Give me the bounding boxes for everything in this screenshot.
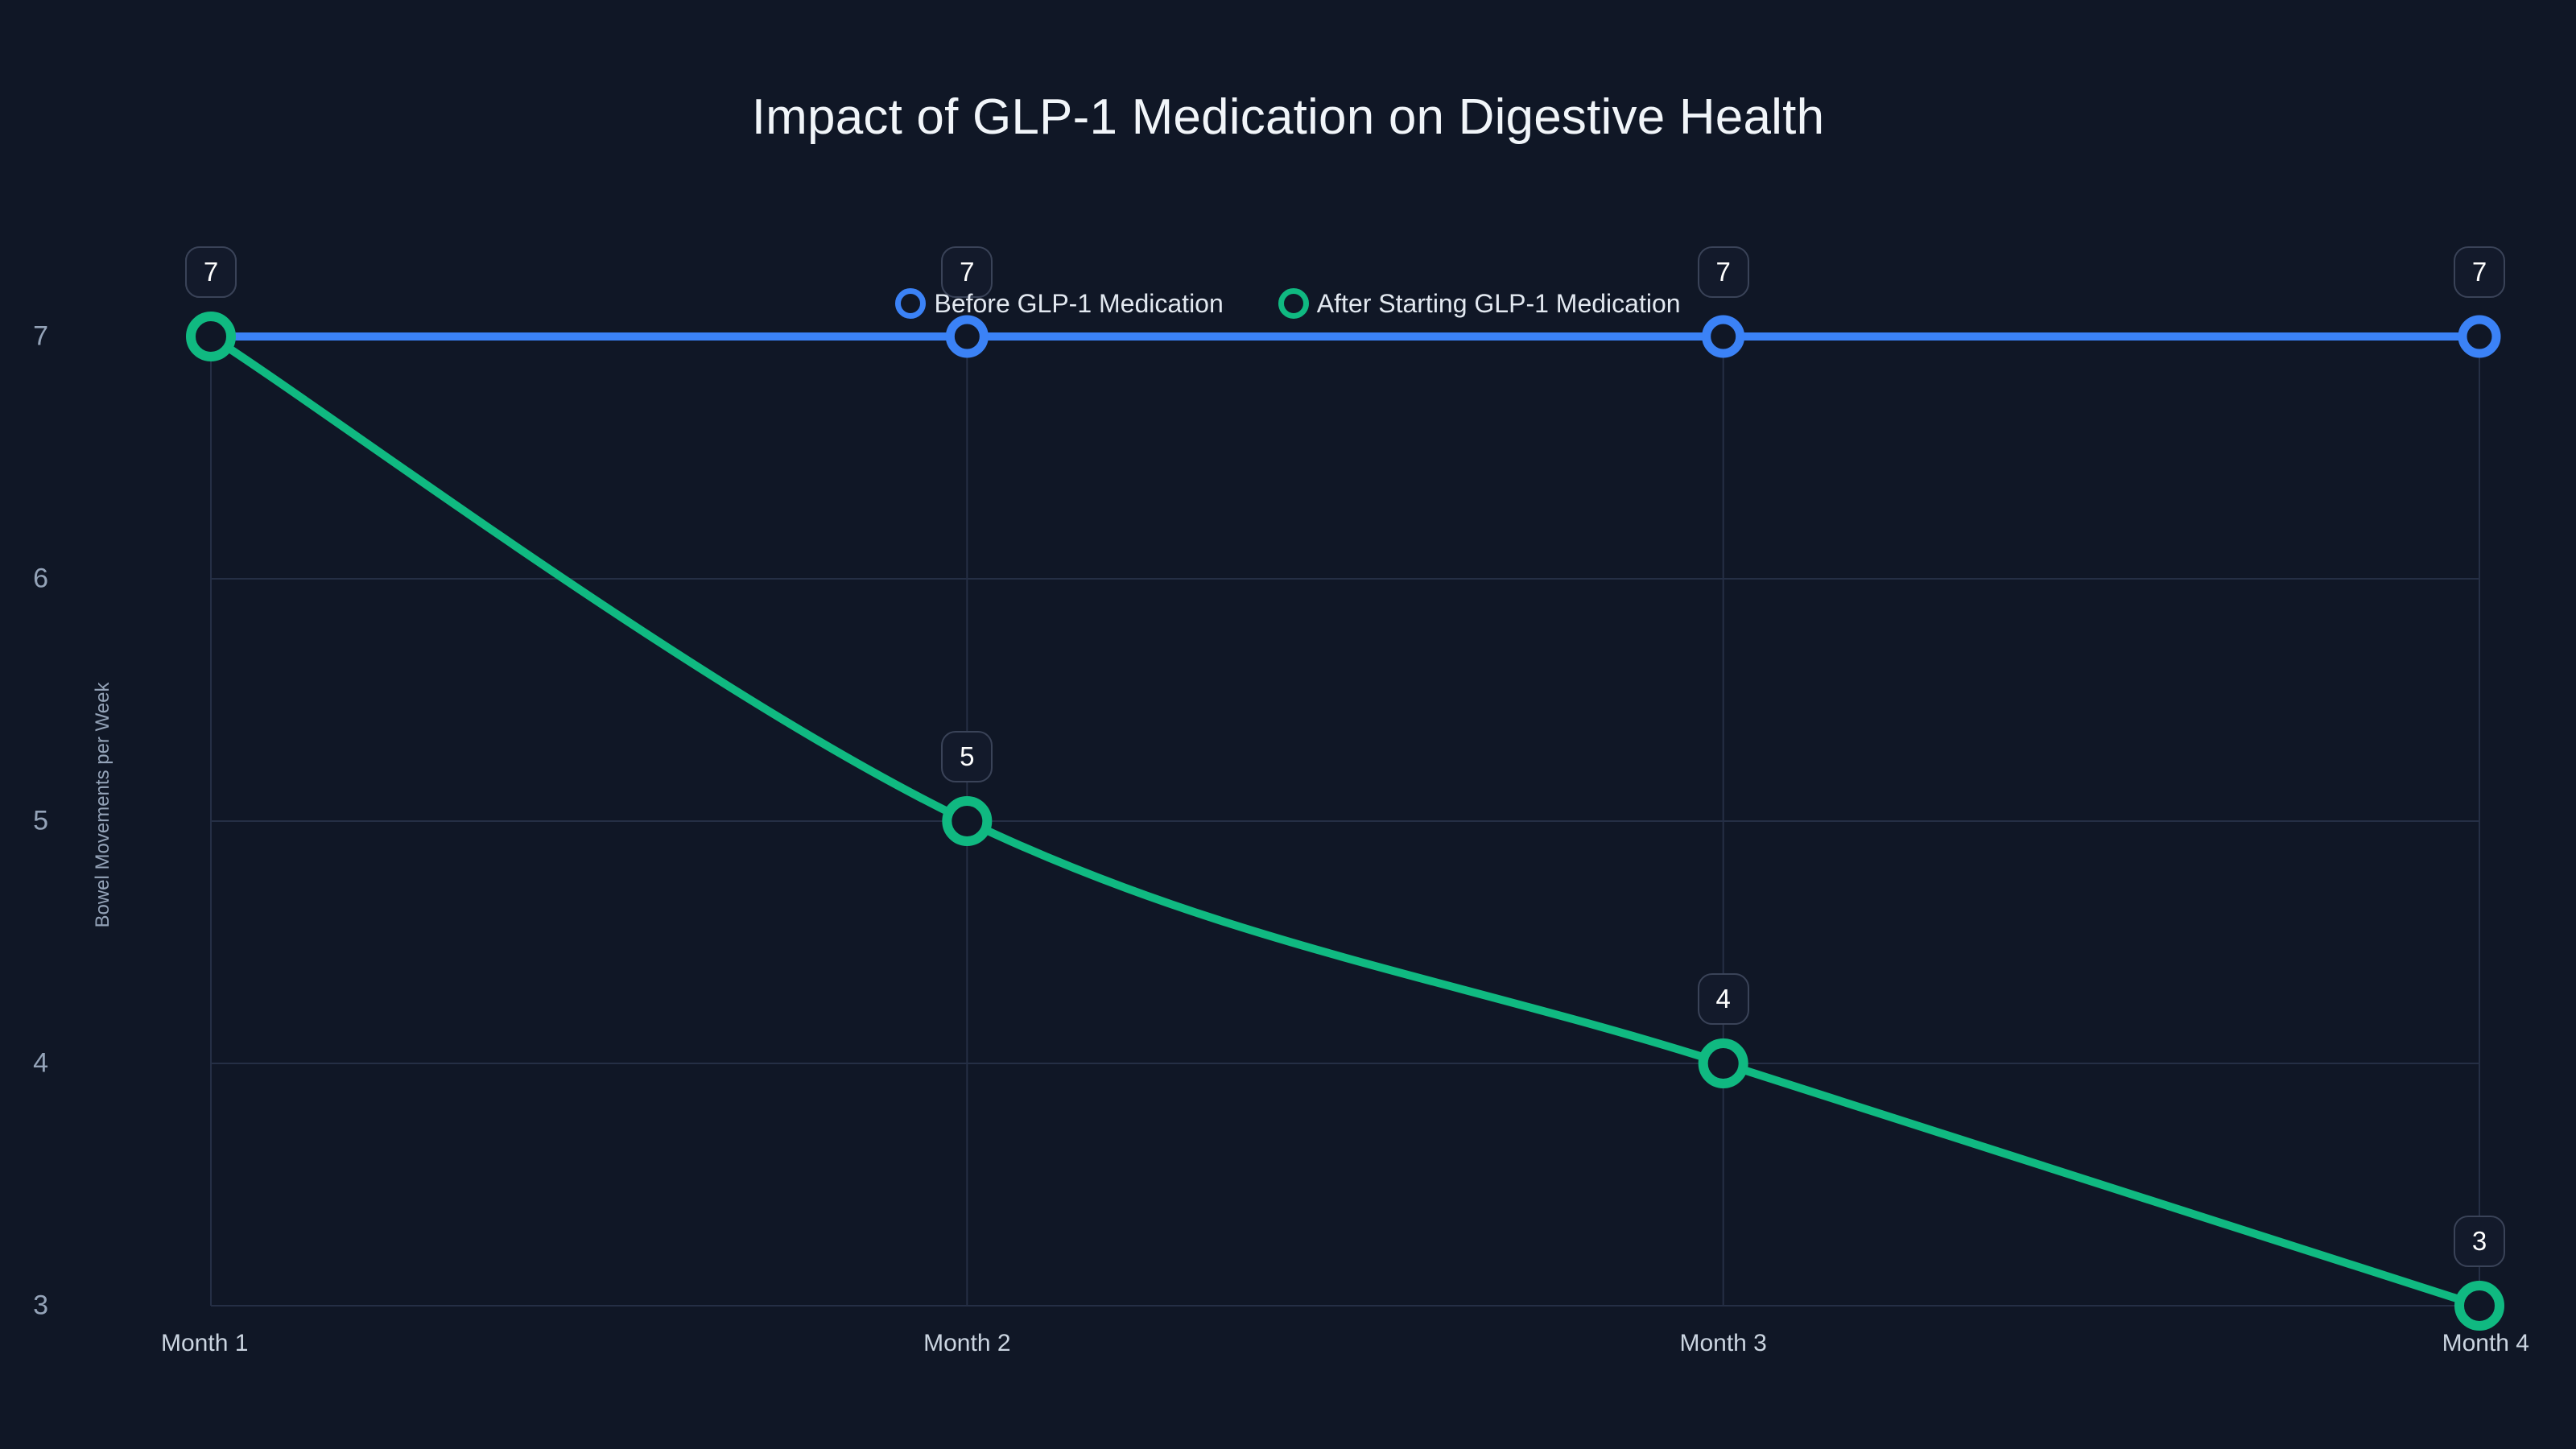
series-markers [186, 312, 2504, 1331]
data-label: 7 [185, 246, 237, 298]
gridlines [211, 336, 2479, 1307]
x-axis-tick-label: Month 1 [161, 1330, 249, 1356]
x-axis-tick-label: Month 3 [1679, 1330, 1767, 1356]
y-axis-tick-label: 6 [33, 563, 48, 594]
data-label: 7 [941, 246, 993, 298]
x-axis-tick-label: Month 2 [923, 1330, 1011, 1356]
y-axis-tick-label: 7 [33, 320, 48, 352]
y-axis-tick-label: 4 [33, 1047, 48, 1079]
vertical-gridlines [210, 322, 2480, 1306]
data-label: 7 [2454, 246, 2505, 298]
data-label: 4 [1697, 973, 1749, 1025]
data-label: 3 [2454, 1216, 2505, 1267]
chart-title: Impact of GLP-1 Medication on Digestive … [751, 89, 1825, 145]
data-label: 7 [1697, 246, 1749, 298]
x-axis-tick-label: Month 4 [2442, 1330, 2529, 1356]
data-label: 5 [941, 731, 993, 782]
y-axis-tick-label: 5 [33, 805, 48, 836]
series-lines [207, 332, 2483, 1310]
y-axis-tick-label: 3 [33, 1290, 48, 1321]
